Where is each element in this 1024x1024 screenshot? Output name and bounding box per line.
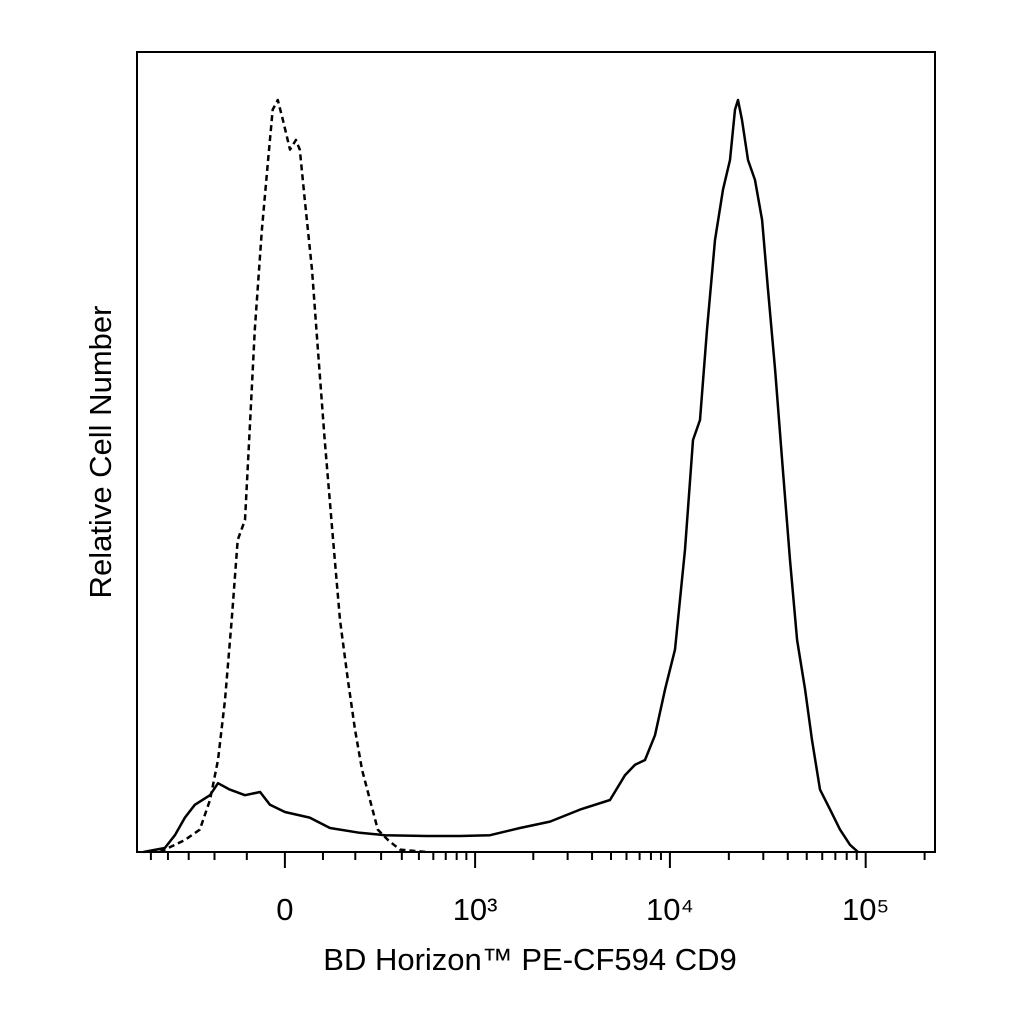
x-axis-label: BD Horizon™ PE-CF594 CD9 bbox=[323, 942, 736, 977]
x-tick-label: 10⁵ bbox=[842, 892, 889, 927]
x-tick-label: 0 bbox=[276, 892, 293, 927]
x-tick-label: 10³ bbox=[453, 892, 498, 927]
histogram-line bbox=[143, 98, 859, 854]
histogram-line bbox=[159, 98, 427, 854]
y-axis-label: Relative Cell Number bbox=[83, 306, 118, 599]
plot-frame bbox=[136, 51, 936, 853]
x-tick-label: 10⁴ bbox=[646, 892, 694, 927]
